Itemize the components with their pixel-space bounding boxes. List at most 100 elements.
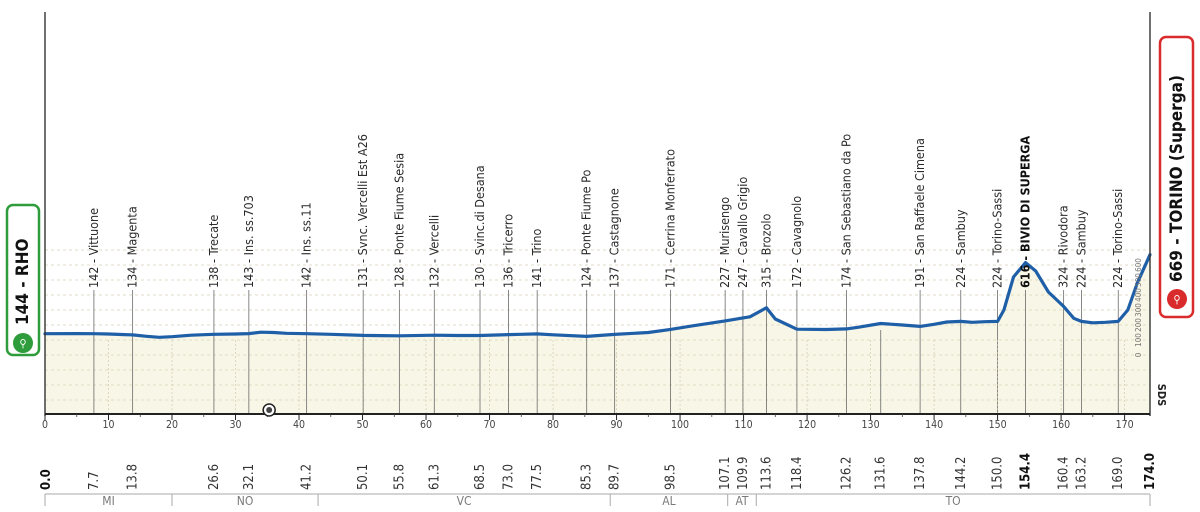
checkpoint-km-label: 160.4 [1057, 457, 1072, 490]
checkpoint-label: 142 - Ins. ss.11 [299, 202, 314, 288]
finish-badge-frame [1158, 35, 1195, 319]
checkpoint-label: 224 - Torino-Sassi [990, 189, 1005, 288]
profile-area-fill [45, 254, 1150, 414]
km-tick-label: 130 [862, 419, 880, 431]
checkpoint-km-label: 118.4 [790, 457, 805, 490]
checkpoint-label: 131 - Svnc. Vercelli Est A26 [355, 134, 370, 288]
km-tick-label: 90 [611, 419, 623, 431]
km-tick-label: 40 [293, 419, 305, 431]
km-tick-label: 0 [42, 419, 48, 431]
finish-bike-icon [1167, 289, 1187, 309]
elevation-scale-label: 500 [1134, 273, 1143, 287]
checkpoint-km-label: 55.8 [392, 464, 407, 490]
km-tick-label: 170 [1116, 419, 1134, 431]
checkpoint-label: 143 - Ins. ss.703 [241, 195, 256, 288]
km-tick-label: 140 [925, 419, 943, 431]
checkpoint-km-label: 107.1 [718, 457, 733, 490]
km-tick-label: 70 [484, 419, 496, 431]
checkpoint-km-label: 41.2 [300, 464, 315, 490]
elevation-scale-label: 200 [1134, 318, 1143, 332]
checkpoint-label: 134 - Magenta [125, 206, 140, 288]
checkpoint-km-label: 109.9 [736, 457, 751, 490]
km-tick-label: 120 [798, 419, 816, 431]
elevation-scale-label: 600 [1134, 258, 1143, 272]
checkpoint-label: 227 - Murisengo [717, 197, 732, 288]
checkpoint-label: 171 - Cerrina Monferrato [663, 149, 678, 288]
checkpoint-km-label: 85.3 [580, 464, 595, 490]
checkpoint-km-label: 163.2 [1074, 457, 1089, 490]
checkpoint-km-label: 131.6 [874, 457, 889, 490]
finish-badge: 669 - TORINO (Superga) ⚲ [1158, 35, 1195, 319]
checkpoint-label: 137 - Castagnone [607, 188, 622, 288]
checkpoint-km-label: 113.6 [759, 457, 774, 490]
brand-logo-text: SDS [1155, 384, 1168, 406]
km-tick-label: 10 [102, 419, 114, 431]
region-label: NO [237, 494, 254, 508]
checkpoint-km-label: 7.7 [87, 471, 102, 490]
finish-bike-glyph: ⚲ [1173, 293, 1180, 306]
region-label: AL [662, 494, 675, 508]
start-badge-frame [5, 203, 41, 357]
checkpoint-km-label: 150.0 [991, 457, 1006, 490]
elevation-scale-label: 400 [1134, 288, 1143, 302]
checkpoint-label: 172 - Cavagnolo [789, 196, 804, 288]
region-label: AT [735, 494, 748, 508]
finish-km-label: 174.0 [1143, 453, 1158, 490]
checkpoint-label: 130 - Svinc.di Desana [472, 165, 487, 288]
km-tick-label: 110 [735, 419, 753, 431]
km-tick-label: 100 [671, 419, 689, 431]
checkpoint-label: 324 - Rivodora [1056, 205, 1071, 288]
km-tick-label: 60 [420, 419, 432, 431]
km-tick-label: 50 [357, 419, 369, 431]
checkpoint-label: 247 - Cavallo Grigio [735, 177, 750, 288]
checkpoint-label: 136 - Tricerro [501, 214, 516, 288]
checkpoint-km-label: 50.1 [356, 464, 371, 490]
checkpoint-km-label: 68.5 [473, 464, 488, 490]
region-label: VC [457, 494, 472, 508]
checkpoint-label: 224 - Sambuy [1073, 209, 1088, 288]
checkpoint-km-label: 144.2 [954, 457, 969, 490]
checkpoint-label: 138 - Trecate [206, 215, 221, 288]
checkpoint-km-label: 61.3 [427, 464, 442, 490]
start-bike-icon [13, 333, 33, 353]
sprint-icon-inner [266, 407, 273, 413]
start-label: 144 - RHO [13, 239, 33, 326]
checkpoint-km-label: 26.6 [207, 464, 222, 490]
checkpoint-km-label: 126.2 [839, 457, 854, 490]
checkpoint-label: 141 - Trino [529, 228, 544, 288]
km-tick-label: 20 [166, 419, 178, 431]
checkpoint-km-label: 169.0 [1111, 457, 1126, 490]
checkpoint-km-label: 32.1 [242, 464, 257, 490]
checkpoint-label: 224 - Torino-Sassi [1110, 189, 1125, 288]
region-label: TO [945, 494, 961, 508]
checkpoint-label: 315 - Brozolo [758, 213, 773, 288]
start-km-label: 0.0 [39, 469, 54, 490]
start-badge: 144 - RHO ⚲ [5, 203, 41, 357]
checkpoint-label: 132 - Vercelli [426, 215, 441, 288]
km-tick-label: 160 [1052, 419, 1070, 431]
checkpoint-km-label: 73.0 [502, 464, 517, 490]
checkpoint-label: 616 - BIVIO DI SUPERGA [1018, 135, 1033, 288]
km-tick-label: 80 [547, 419, 559, 431]
checkpoint-km-label: 98.5 [664, 464, 679, 490]
km-tick-label: 30 [230, 419, 242, 431]
elevation-scale-label: 0 [1134, 352, 1143, 357]
checkpoint-km-label: 89.7 [608, 464, 623, 490]
checkpoint-km-label: 13.8 [126, 464, 141, 490]
km-tick-label: 150 [989, 419, 1007, 431]
elevation-scale-label: 100 [1134, 333, 1143, 347]
checkpoint-km-label: 154.4 [1019, 453, 1034, 490]
checkpoint-label: 191 - San Raffaele Cimena [912, 138, 927, 288]
checkpoint-label: 124 - Ponte Fiume Po [579, 170, 594, 288]
checkpoint-label: 224 - Sambuy [953, 209, 968, 288]
elevation-scale-label: 300 [1134, 303, 1143, 317]
region-label: MI [102, 494, 115, 508]
checkpoint-label: 128 - Ponte Fiume Sesia [391, 153, 406, 288]
finish-label: 669 - TORINO (Superga) [1167, 75, 1187, 282]
checkpoint-km-label: 137.8 [913, 457, 928, 490]
start-bike-glyph: ⚲ [19, 337, 26, 350]
checkpoint-label: 174 - San Sebastiano da Po [838, 134, 853, 288]
checkpoint-label: 142 - Vittuone [86, 208, 101, 288]
